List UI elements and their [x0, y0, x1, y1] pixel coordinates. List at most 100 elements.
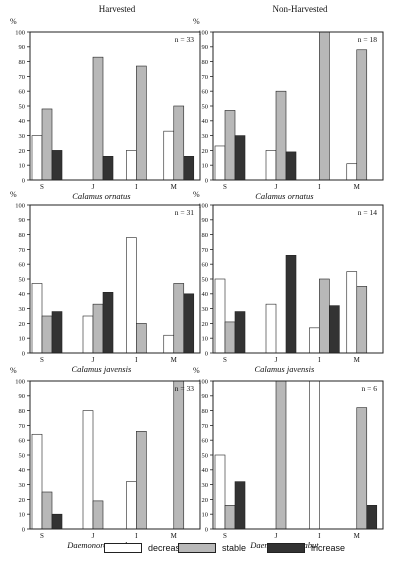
legend-item-decrease: decrease: [104, 541, 185, 555]
panel-1-category-label: I: [135, 183, 138, 191]
panel-4-ytick-label: 80: [202, 232, 209, 239]
panel-5-category-label: J: [92, 532, 95, 540]
panel-1-n-label: n = 33: [175, 35, 194, 44]
legend: decrease stable increase: [0, 541, 402, 561]
panel-3-bar-increase-M: [183, 293, 195, 354]
panel-1-bar-increase-M: [183, 156, 195, 181]
panel-3-bar-decrease-J: [82, 315, 94, 354]
panel-3-species-label: Calamus javensis: [72, 364, 132, 374]
panel-5-species-label: Daemonorops sabut: [66, 540, 136, 550]
panel-2-category-label: J: [275, 183, 278, 191]
panel-4-ytick-label: 90: [202, 217, 209, 224]
panel-1-bar-decrease-I: [126, 150, 137, 181]
panel-1-bar-increase-S: [51, 150, 63, 181]
panel-2-n-label: n = 18: [358, 35, 377, 44]
panel-2-ytick-label: 50: [202, 103, 209, 110]
panel-3-ytick-label: 10: [19, 336, 26, 343]
panel-4-bar-decrease-S: [214, 278, 226, 354]
panel-6-bar-decrease-I: [309, 380, 320, 530]
legend-swatch-increase: [267, 543, 305, 553]
panel-1-ytick-label: 40: [19, 118, 26, 125]
panel-6-ytick-label: 70: [202, 423, 209, 430]
panel-1-bar-increase-J: [102, 156, 114, 181]
panel-5-bar-increase-S: [51, 513, 63, 530]
panel-6-category-label: M: [354, 532, 361, 540]
panel-2-bar-stable-M: [356, 49, 368, 181]
panel-3-ytick-label: 20: [19, 321, 26, 328]
panel-5-ytick-label: 70: [19, 423, 26, 430]
panel-6-category-label: I: [318, 532, 321, 540]
panel-4-bar-stable-M: [356, 286, 368, 354]
legend-label-stable: stable: [222, 543, 247, 553]
panel-2-bar-increase-S: [234, 135, 246, 181]
panel-1-category-label: M: [171, 183, 178, 191]
panel-1-bar-stable-J: [92, 56, 104, 181]
panel-2-ytick-label: 10: [202, 163, 209, 170]
panel-5-category-label: I: [135, 532, 138, 540]
panel-6-bar-stable-S: [224, 505, 236, 530]
panel-4-bar-stable-I: [319, 278, 330, 354]
panel-1-bar-decrease-M: [163, 130, 175, 181]
panel-4-ytick-label: 40: [202, 291, 209, 298]
panel-6-bar-stable-J: [275, 380, 287, 530]
panel-3-ytick-label: 70: [19, 247, 26, 254]
panel-1-ytick-label: 70: [19, 74, 26, 81]
panel-4-bar-decrease-M: [346, 271, 358, 354]
panel-1-bar-stable-I: [136, 65, 147, 181]
panel-1-category-label: J: [92, 183, 95, 191]
panel-2-bar-increase-J: [285, 151, 297, 181]
panel-5-ytick-label: 90: [19, 393, 26, 400]
panel-5-bar-decrease-S: [31, 433, 43, 530]
panel-3-category-label: M: [171, 356, 178, 364]
panel-2-ytick-label: 90: [202, 44, 209, 51]
panel-5-bar-decrease-J: [82, 410, 94, 530]
panel-1-ytick-label: 90: [19, 44, 26, 51]
panel-3-ytick-label: 60: [19, 262, 26, 269]
panel-2-bar-decrease-M: [346, 163, 358, 181]
panel-4-bar-increase-S: [234, 311, 246, 354]
panel-3-bar-stable-S: [41, 315, 53, 354]
column-title-non-harvested: Non-Harvested: [272, 4, 328, 14]
panel-6-ytick-label: 80: [202, 408, 209, 415]
panel-5-ylabel: %: [10, 366, 17, 375]
panel-2-bar-decrease-S: [214, 145, 226, 181]
panel-1-bar-stable-M: [173, 105, 185, 181]
legend-swatch-stable: [178, 543, 216, 553]
panel-4-bar-decrease-J: [265, 303, 277, 354]
panel-2-ytick-label: 40: [202, 118, 209, 125]
panel-3-bar-decrease-I: [126, 237, 137, 354]
panel-1-ytick-label: 80: [19, 59, 26, 66]
panel-3-ytick-label: 90: [19, 217, 26, 224]
panel-6-bar-increase-M: [366, 505, 378, 530]
panel-1-species-label: Calamus ornatus: [72, 191, 131, 201]
panel-5-ytick-label: 40: [19, 467, 26, 474]
panel-3-bar-increase-J: [102, 292, 114, 354]
panel-2-ytick-label: 60: [202, 89, 209, 96]
panel-4-ytick-label: 30: [202, 306, 209, 313]
column-title-harvested: Harvested: [98, 4, 136, 14]
panel-4-ylabel: %: [193, 190, 200, 199]
panel-5-ytick-label: 80: [19, 408, 26, 415]
panel-1-ytick-label: 0: [22, 177, 25, 184]
panel-1-ytick-label: 100: [15, 29, 25, 36]
panel-4-bar-stable-S: [224, 321, 236, 354]
panel-1-ytick-label: 10: [19, 163, 26, 170]
legend-label-increase: increase: [311, 543, 346, 553]
panel-4-bar-decrease-I: [309, 327, 320, 354]
panel-2-frame: [212, 31, 384, 181]
panel-4-n-label: n = 14: [358, 208, 377, 217]
panel-1-ytick-label: 60: [19, 89, 26, 96]
panel-6-category-label: S: [223, 532, 227, 540]
panel-3-bar-increase-S: [51, 311, 63, 354]
panel-1-ytick-label: 30: [19, 133, 26, 140]
panel-3-bar-stable-J: [92, 303, 104, 354]
panel-3-ytick-label: 30: [19, 306, 26, 313]
panel-5-bar-stable-S: [41, 491, 53, 530]
panel-4-species-label: Calamus javensis: [255, 364, 315, 374]
panel-5-bar-stable-J: [92, 500, 104, 530]
panel-6-ytick-label: 20: [202, 497, 209, 504]
panel-6-ytick-label: 50: [202, 452, 209, 459]
panel-2-bar-decrease-J: [265, 150, 277, 181]
panel-2-ytick-label: 100: [198, 29, 208, 36]
